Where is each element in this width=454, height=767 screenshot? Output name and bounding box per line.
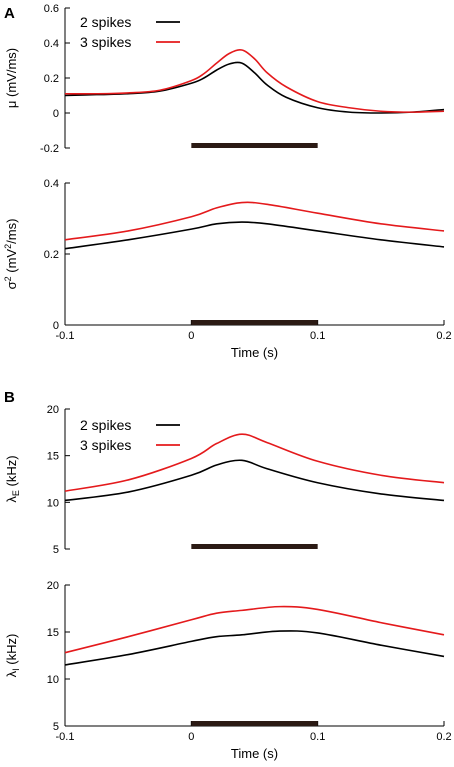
- y-tick-label: 5: [53, 544, 59, 556]
- legend-label: 2 spikes: [80, 14, 131, 30]
- x-tick-label: 0.1: [310, 330, 325, 342]
- x-axis-label: Time (s): [231, 746, 278, 761]
- y-tick-label: 0: [53, 320, 59, 332]
- series-line-3-spikes: [64, 433, 445, 492]
- y-axis-label: μ (mV/ms): [4, 48, 19, 108]
- x-tick-label: -0.1: [56, 330, 75, 342]
- y-tick-label: 10: [47, 497, 59, 509]
- y-axis-label: σ2 (mV2/ms): [3, 219, 19, 290]
- x-tick-label: 0.2: [436, 330, 451, 342]
- y-tick-label: -0.2: [40, 143, 59, 155]
- series-line-2-spikes: [64, 61, 445, 114]
- stimulus-bar: [191, 544, 318, 549]
- plots: -0.2 0 0.2 0.4 0.6 μ (mV/ms) 2 spikes 3 spikes 0…: [3, 3, 452, 761]
- y-tick-label: 5: [53, 721, 59, 733]
- y-tick-label: 0: [53, 108, 59, 120]
- panel-label-b: B: [4, 389, 15, 406]
- stimulus-bar: [191, 721, 318, 726]
- series-line-3-spikes: [64, 49, 445, 113]
- stimulus-bar: [191, 143, 318, 148]
- x-tick-label: -0.1: [56, 731, 75, 743]
- y-tick-label: 15: [47, 627, 59, 639]
- legend-label: 3 spikes: [80, 437, 131, 453]
- legend-label: 2 spikes: [80, 417, 131, 433]
- y-tick-label: 0.2: [44, 249, 59, 261]
- series-line-3-spikes: [64, 201, 445, 241]
- y-tick-label: 0.6: [44, 3, 59, 15]
- y-tick-label: 10: [47, 674, 59, 686]
- y-axis-label: λI (kHz): [4, 634, 21, 678]
- y-tick-label: 0.4: [44, 38, 59, 50]
- x-axis-label: Time (s): [231, 345, 278, 360]
- panel-label-a: A: [4, 5, 15, 22]
- y-tick-label: 20: [47, 580, 59, 592]
- y-axis-label: λE (kHz): [4, 455, 21, 502]
- y-tick-label: 15: [47, 451, 59, 463]
- series-line-2-spikes: [64, 459, 445, 502]
- series-line-3-spikes: [64, 605, 445, 654]
- x-tick-label: 0.1: [310, 731, 325, 743]
- series-line-2-spikes: [64, 630, 445, 666]
- y-tick-label: 0.2: [44, 73, 59, 85]
- x-tick-label: 0: [188, 731, 194, 743]
- subplot-1: -0.2 0 0.2 0.4 0.6 μ (mV/ms) 2 spikes 3 spikes: [4, 3, 445, 155]
- y-tick-label: 0.4: [44, 178, 59, 190]
- x-tick-label: 0.2: [436, 731, 451, 743]
- y-tick-label: 20: [47, 404, 59, 416]
- legend-label: 3 spikes: [80, 34, 131, 50]
- subplot-3: 5 10 15 20 λE (kHz) 2 spikes 3 spikes: [4, 404, 445, 556]
- subplot-4: 5 10 15 20 -0.1 0 0.1 0.2 Time (s) λI (kHz): [4, 580, 452, 761]
- x-tick-label: 0: [188, 330, 194, 342]
- series-line-2-spikes: [64, 221, 445, 250]
- stimulus-bar: [191, 320, 318, 325]
